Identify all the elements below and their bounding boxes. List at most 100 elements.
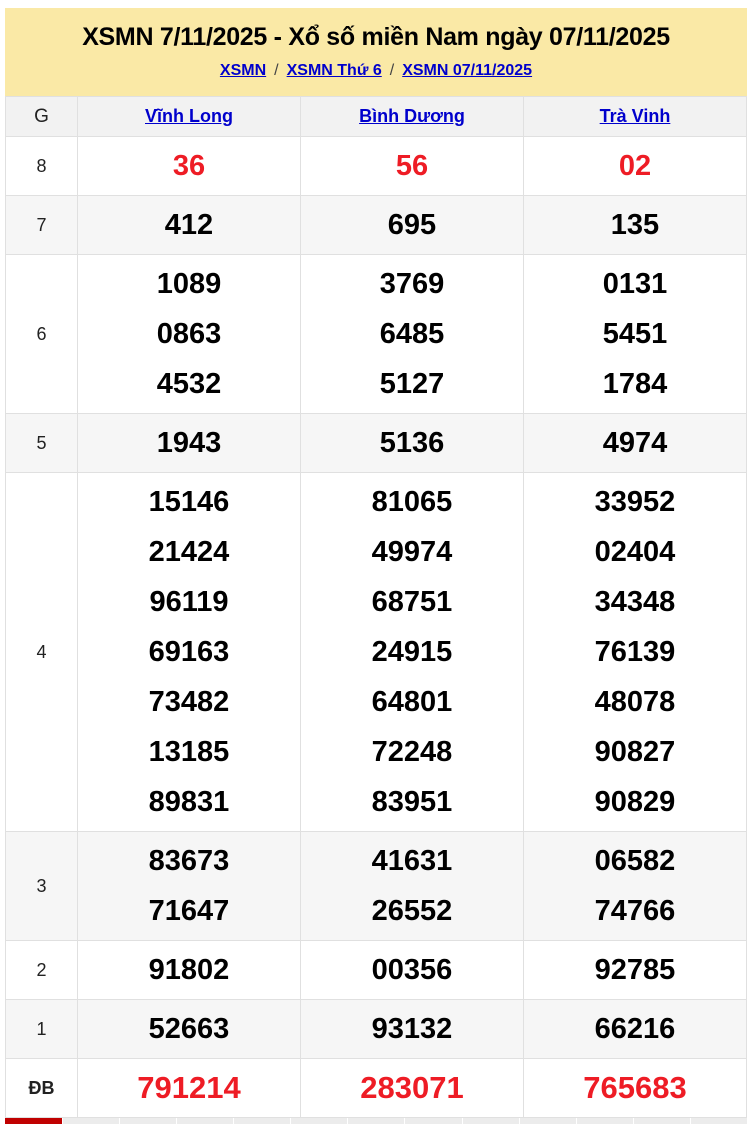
prize-number: 93132	[371, 1013, 453, 1045]
table-header-row: G Vĩnh Long Bình Dương Trà Vinh	[5, 96, 747, 137]
prize-label: 1	[5, 999, 78, 1059]
prize-number: 24915	[371, 636, 453, 668]
prize-cell: 33952 02404 34348 76139 48078 90827 90829	[523, 472, 747, 832]
prize-cell: 412	[77, 195, 301, 255]
prize-number: 06582	[594, 845, 676, 877]
prize-number: 283071	[360, 1070, 464, 1105]
prize-number: 91802	[148, 954, 230, 986]
province-link-tra-vinh[interactable]: Trà Vinh	[599, 106, 671, 126]
prize-number: 765683	[583, 1070, 687, 1105]
prize-cell: 1943	[77, 413, 301, 473]
prize-row-3: 3 83673 71647 41631 26552 06582 74766	[5, 831, 747, 941]
prize-number: 71647	[148, 895, 230, 927]
prize-number: 5136	[379, 427, 445, 459]
prize-number: 72248	[371, 736, 453, 768]
next-table-highlight-cell	[5, 1118, 62, 1124]
prize-cell: 66216	[523, 999, 747, 1059]
breadcrumb-link-xsmn-date[interactable]: XSMN 07/11/2025	[402, 62, 533, 80]
prize-number: 83673	[148, 845, 230, 877]
prize-label: 3	[5, 831, 78, 941]
page-title: XSMN 7/11/2025 - Xổ số miền Nam ngày 07/…	[82, 22, 670, 51]
prize-label: 5	[5, 413, 78, 473]
prize-number: 64801	[371, 686, 453, 718]
prize-number: 0131	[602, 268, 668, 300]
prize-number: 412	[164, 209, 214, 241]
prize-number: 135	[610, 209, 660, 241]
prize-number: 92785	[594, 954, 676, 986]
prize-number: 36	[172, 150, 206, 182]
next-table-top-edge	[5, 1118, 747, 1124]
prize-row-ĐB: ĐB 791214 283071 765683	[5, 1058, 747, 1118]
prize-number: 4532	[156, 368, 222, 400]
prize-cell: 4974	[523, 413, 747, 473]
prize-label: 2	[5, 940, 78, 1000]
province-link-binh-duong[interactable]: Bình Dương	[359, 106, 465, 126]
prize-row-8: 8 36 56 02	[5, 136, 747, 196]
prize-number: 695	[387, 209, 437, 241]
province-header-tra-vinh: Trà Vinh	[523, 96, 747, 137]
prize-number: 3769	[379, 268, 445, 300]
prize-number: 4974	[602, 427, 668, 459]
prize-cell: 02	[523, 136, 747, 196]
prize-number: 89831	[148, 786, 230, 818]
prize-number: 1089	[156, 268, 222, 300]
prize-number: 13185	[148, 736, 230, 768]
prize-number: 5127	[379, 368, 445, 400]
prize-number: 6485	[379, 318, 445, 350]
prize-number: 1784	[602, 368, 668, 400]
prize-label: 4	[5, 472, 78, 832]
prize-number: 34348	[594, 586, 676, 618]
prize-cell: 93132	[300, 999, 524, 1059]
prize-cell: 36	[77, 136, 301, 196]
province-header-vinh-long: Vĩnh Long	[77, 96, 301, 137]
prize-label: 8	[5, 136, 78, 196]
province-link-vinh-long[interactable]: Vĩnh Long	[145, 106, 233, 126]
prize-number: 83951	[371, 786, 453, 818]
prize-number: 21424	[148, 536, 230, 568]
prize-row-1: 1 52663 93132 66216	[5, 999, 747, 1059]
prize-number: 0863	[156, 318, 222, 350]
prize-cell: 92785	[523, 940, 747, 1000]
prize-column-header: G	[5, 96, 78, 137]
prize-cell: 791214	[77, 1058, 301, 1118]
prize-cell: 765683	[523, 1058, 747, 1118]
breadcrumb-link-xsmn[interactable]: XSMN	[219, 62, 267, 80]
prize-cell: 91802	[77, 940, 301, 1000]
prize-number: 76139	[594, 636, 676, 668]
breadcrumb-separator: /	[274, 62, 279, 80]
prize-number: 52663	[148, 1013, 230, 1045]
prize-number: 66216	[594, 1013, 676, 1045]
prize-number: 00356	[371, 954, 453, 986]
prize-label: 7	[5, 195, 78, 255]
lottery-results-table: G Vĩnh Long Bình Dương Trà Vinh 8 36 56 02 7…	[5, 96, 747, 1118]
breadcrumb-link-xsmn-thu-6[interactable]: XSMN Thứ 6	[286, 62, 382, 80]
prize-number: 41631	[371, 845, 453, 877]
prize-number: 15146	[148, 486, 230, 518]
prize-cell: 135	[523, 195, 747, 255]
breadcrumb: XSMN / XSMN Thứ 6 / XSMN 07/11/2025	[220, 62, 532, 80]
prize-number: 5451	[602, 318, 668, 350]
prize-cell: 695	[300, 195, 524, 255]
prize-cell: 56	[300, 136, 524, 196]
prize-row-2: 2 91802 00356 92785	[5, 940, 747, 1000]
prize-cell: 41631 26552	[300, 831, 524, 941]
prize-number: 49974	[371, 536, 453, 568]
prize-row-5: 5 1943 5136 4974	[5, 413, 747, 473]
prize-label: ĐB	[5, 1058, 78, 1118]
prize-number: 73482	[148, 686, 230, 718]
prize-cell: 00356	[300, 940, 524, 1000]
prize-label: 6	[5, 254, 78, 414]
prize-number: 56	[395, 150, 429, 182]
prize-number: 02	[618, 150, 652, 182]
prize-cell: 83673 71647	[77, 831, 301, 941]
prize-row-4: 4 15146 21424 96119 69163 73482 13185 89831 8106…	[5, 472, 747, 832]
prize-cell: 06582 74766	[523, 831, 747, 941]
prize-number: 68751	[371, 586, 453, 618]
prize-number: 69163	[148, 636, 230, 668]
prize-number: 81065	[371, 486, 453, 518]
prize-number: 90829	[594, 786, 676, 818]
prize-cell: 1089 0863 4532	[77, 254, 301, 414]
prize-number: 791214	[137, 1070, 241, 1105]
prize-cell: 15146 21424 96119 69163 73482 13185 89831	[77, 472, 301, 832]
